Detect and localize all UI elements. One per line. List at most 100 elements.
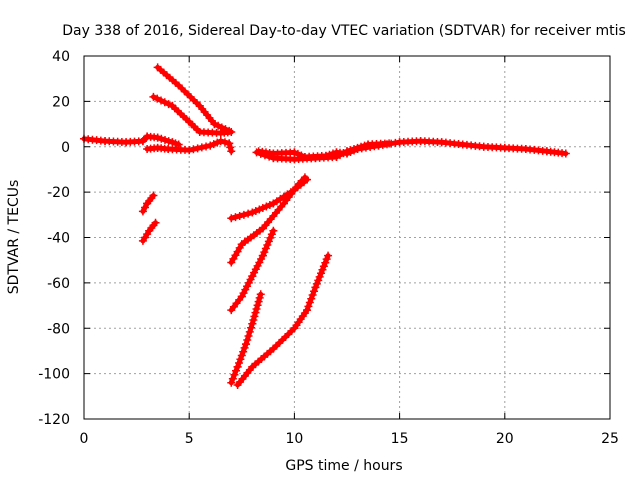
data-point bbox=[189, 145, 198, 154]
data-point bbox=[385, 139, 394, 148]
data-point bbox=[318, 265, 327, 274]
data-point bbox=[210, 120, 219, 129]
data-point bbox=[149, 191, 158, 200]
x-tick-label: 20 bbox=[496, 431, 514, 447]
data-point bbox=[185, 146, 194, 155]
data-point bbox=[353, 143, 362, 152]
data-point bbox=[202, 142, 211, 151]
y-tick-label: -100 bbox=[38, 367, 70, 383]
y-tick-label: -40 bbox=[47, 231, 70, 247]
data-point bbox=[269, 226, 278, 235]
chart-title: Day 338 of 2016, Sidereal Day-to-day VTE… bbox=[62, 23, 626, 39]
data-point bbox=[193, 144, 202, 153]
data-point bbox=[151, 218, 160, 227]
y-tick-label: 20 bbox=[52, 94, 70, 110]
data-point bbox=[252, 148, 261, 157]
data-point bbox=[346, 146, 355, 155]
data-point bbox=[227, 214, 236, 223]
data-point bbox=[300, 173, 309, 182]
data-point bbox=[251, 308, 260, 317]
y-tick-label: -80 bbox=[47, 321, 70, 337]
data-point bbox=[237, 351, 246, 360]
data-point bbox=[239, 347, 248, 356]
data-point bbox=[252, 304, 261, 313]
data-point bbox=[234, 359, 243, 368]
data-point bbox=[209, 140, 218, 149]
data-point bbox=[197, 143, 206, 152]
data-point bbox=[233, 362, 242, 371]
data-point bbox=[236, 355, 245, 364]
data-point bbox=[255, 205, 264, 214]
y-axis-label: SDTVAR / TECUs bbox=[6, 180, 22, 295]
data-point bbox=[214, 121, 223, 130]
y-axis-ticks: 40 20 0 -20 -40 -60 -80 -100 -120 bbox=[38, 49, 610, 428]
data-point bbox=[216, 137, 225, 146]
data-point bbox=[153, 133, 162, 142]
data-point bbox=[217, 123, 226, 132]
data-point bbox=[164, 137, 173, 146]
data-point bbox=[308, 290, 317, 299]
data-point bbox=[261, 244, 270, 253]
data-point bbox=[213, 138, 222, 147]
data-point bbox=[244, 331, 253, 340]
data-point bbox=[264, 237, 273, 246]
data-point bbox=[149, 92, 158, 101]
data-point bbox=[312, 279, 321, 288]
data-point bbox=[249, 316, 258, 325]
y-tick-label: -60 bbox=[47, 276, 70, 292]
data-point bbox=[230, 370, 239, 379]
x-tick-label: 5 bbox=[185, 431, 194, 447]
grid-lines bbox=[84, 56, 610, 419]
data-point bbox=[319, 262, 328, 271]
data-point bbox=[310, 287, 319, 296]
data-point bbox=[360, 141, 369, 150]
plot-frame bbox=[83, 55, 611, 420]
data-point bbox=[260, 248, 269, 257]
data-point bbox=[267, 230, 276, 239]
data-point bbox=[254, 297, 263, 306]
y-tick-label: -120 bbox=[38, 412, 70, 428]
data-point bbox=[350, 145, 359, 154]
data-point bbox=[251, 207, 260, 216]
data-layer bbox=[80, 63, 570, 389]
data-point bbox=[322, 255, 331, 264]
data-point bbox=[235, 211, 244, 220]
data-point bbox=[263, 240, 272, 249]
x-tick-label: 15 bbox=[391, 431, 409, 447]
data-point bbox=[256, 290, 265, 299]
data-point bbox=[240, 343, 249, 352]
data-point bbox=[335, 151, 344, 160]
data-point bbox=[247, 323, 256, 332]
data-point bbox=[260, 151, 269, 160]
data-point bbox=[227, 147, 236, 156]
x-tick-label: 0 bbox=[80, 431, 89, 447]
data-point bbox=[324, 251, 333, 260]
data-point bbox=[262, 202, 271, 211]
data-point bbox=[157, 134, 166, 143]
data-point bbox=[225, 139, 234, 148]
x-tick-label: 25 bbox=[601, 431, 619, 447]
data-point bbox=[290, 148, 299, 157]
data-point bbox=[232, 366, 241, 375]
data-point bbox=[256, 149, 265, 158]
data-point bbox=[339, 149, 348, 158]
data-point bbox=[266, 233, 275, 242]
data-point bbox=[248, 319, 257, 328]
data-point bbox=[343, 147, 351, 156]
data-point bbox=[357, 142, 366, 151]
data-point bbox=[244, 209, 253, 218]
data-point bbox=[265, 152, 274, 161]
data-point bbox=[255, 293, 264, 302]
data-point bbox=[153, 94, 162, 103]
data-point bbox=[315, 272, 324, 281]
y-tick-label: 40 bbox=[52, 49, 70, 65]
y-tick-label: -20 bbox=[47, 185, 70, 201]
data-point bbox=[245, 327, 254, 336]
data-point bbox=[304, 302, 313, 311]
data-point bbox=[248, 208, 257, 217]
data-point bbox=[265, 200, 274, 209]
data-point bbox=[250, 312, 259, 321]
data-point bbox=[206, 141, 215, 150]
data-point bbox=[231, 213, 240, 222]
